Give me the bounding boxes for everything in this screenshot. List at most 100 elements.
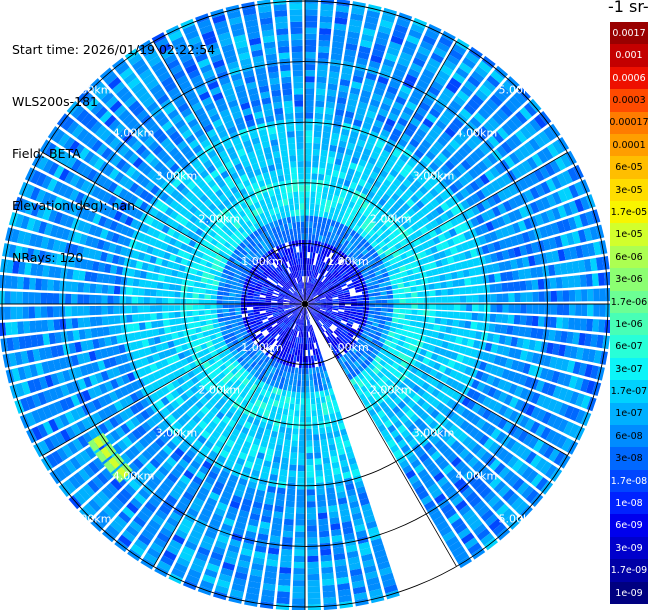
- beta-gate: [287, 476, 296, 484]
- beta-gate: [177, 233, 186, 242]
- beta-gate: [455, 191, 465, 202]
- beta-gate: [502, 452, 514, 465]
- beta-gate: [288, 314, 294, 320]
- beta-gate: [560, 153, 572, 168]
- beta-gate: [211, 314, 218, 319]
- beta-gate: [446, 256, 455, 265]
- beta-gate: [338, 305, 345, 308]
- beta-gate: [406, 34, 420, 45]
- beta-gate: [221, 523, 233, 533]
- beta-gate: [325, 281, 332, 287]
- beta-gate: [390, 322, 398, 328]
- beta-gate: [73, 472, 86, 486]
- beta-gate: [423, 291, 430, 297]
- beta-gate: [35, 320, 43, 333]
- beta-gate: [278, 281, 285, 287]
- beta-gate: [119, 315, 127, 324]
- beta-gate: [445, 143, 457, 155]
- beta-gate: [472, 257, 481, 267]
- beta-gate: [470, 414, 481, 426]
- beta-gate: [394, 272, 402, 279]
- beta-gate: [119, 305, 126, 314]
- beta-gate: [287, 353, 292, 361]
- beta-gate: [370, 325, 378, 331]
- beta-gate: [70, 408, 81, 422]
- beta-gate: [384, 211, 393, 220]
- beta-gate: [134, 441, 145, 453]
- beta-gate: [307, 298, 314, 302]
- beta-gate: [195, 551, 209, 562]
- beta-gate: [330, 260, 336, 267]
- beta-gate: [92, 494, 106, 508]
- beta-gate: [212, 416, 221, 425]
- beta-gate: [436, 355, 445, 364]
- beta-gate: [246, 304, 253, 307]
- beta-gate: [248, 574, 262, 583]
- beta-gate: [184, 201, 194, 211]
- beta-gate: [226, 479, 237, 489]
- beta-gate: [479, 223, 489, 234]
- beta-gate: [276, 438, 284, 446]
- beta-gate: [318, 210, 324, 218]
- beta-gate: [254, 314, 261, 318]
- beta-gate: [233, 353, 241, 360]
- beta-gate: [109, 220, 119, 231]
- beta-gate: [546, 383, 557, 397]
- beta-gate: [326, 231, 332, 239]
- beta-gate: [439, 348, 447, 357]
- beta-gate: [501, 314, 509, 324]
- beta-gate: [124, 342, 132, 352]
- beta-gate: [72, 269, 80, 281]
- beta-gate: [125, 305, 132, 314]
- beta-gate: [362, 83, 374, 93]
- beta-gate: [522, 433, 534, 446]
- beta-gate: [439, 92, 452, 104]
- beta-gate: [394, 434, 404, 444]
- beta-gate: [198, 304, 205, 310]
- beta-gate: [369, 532, 381, 541]
- beta-gate: [486, 196, 497, 208]
- beta-gate: [162, 461, 173, 472]
- beta-gate: [175, 324, 183, 332]
- beta-gate: [125, 383, 135, 394]
- beta-gate: [263, 409, 271, 417]
- beta-gate: [266, 448, 274, 456]
- beta-gate: [181, 518, 194, 529]
- beta-gate: [404, 40, 418, 51]
- beta-gate: [341, 204, 348, 212]
- beta-gate: [262, 271, 269, 277]
- beta-gate: [381, 244, 389, 252]
- beta-gate: [305, 307, 306, 314]
- beta-gate: [487, 353, 496, 364]
- beta-gate: [48, 332, 56, 345]
- beta-gate: [533, 134, 546, 148]
- beta-gate: [319, 309, 326, 313]
- beta-gate: [405, 73, 418, 84]
- beta-gate: [265, 279, 272, 284]
- beta-gate: [275, 493, 285, 501]
- beta-gate: [580, 378, 590, 393]
- beta-gate: [322, 286, 328, 291]
- beta-gate: [328, 317, 335, 323]
- beta-gate: [338, 422, 346, 431]
- beta-gate: [540, 181, 551, 195]
- beta-gate: [415, 432, 425, 443]
- beta-gate: [338, 594, 352, 603]
- beta-gate: [568, 289, 576, 302]
- beta-gate: [305, 100, 314, 107]
- beta-gate: [241, 342, 249, 349]
- beta-gate: [320, 554, 332, 562]
- beta-gate: [113, 315, 121, 324]
- beta-gate: [311, 292, 316, 298]
- beta-gate: [290, 452, 298, 459]
- beta-gate: [329, 288, 336, 293]
- beta-gate: [210, 551, 224, 561]
- beta-gate: [577, 229, 587, 243]
- beta-gate: [491, 179, 502, 192]
- beta-gate: [392, 101, 404, 111]
- beta-gate: [452, 43, 467, 56]
- beta-gate: [228, 345, 236, 353]
- beta-gate: [440, 212, 450, 223]
- beta-gate: [510, 441, 522, 454]
- beta-gate: [319, 536, 331, 544]
